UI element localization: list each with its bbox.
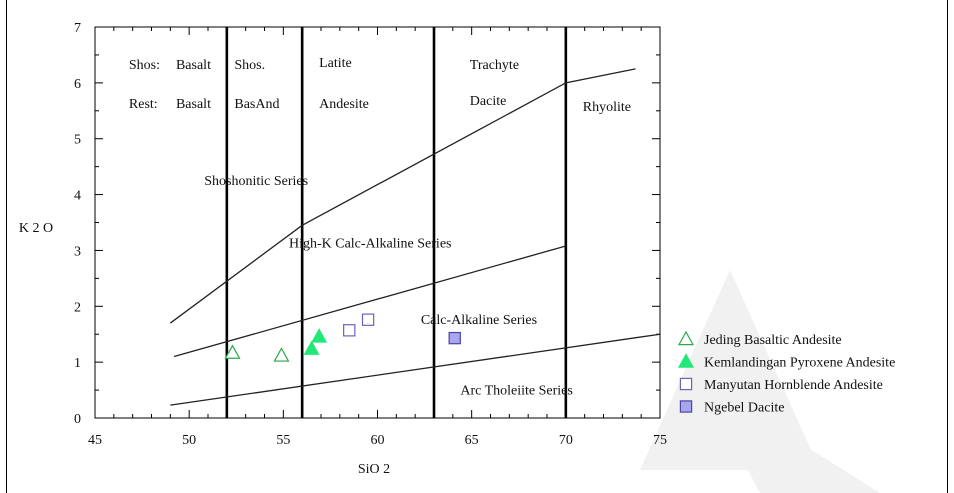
field-label: Basalt xyxy=(176,97,211,112)
data-point xyxy=(224,344,241,359)
data-point xyxy=(303,340,320,355)
x-tick-label: 60 xyxy=(371,433,385,448)
legend-label: Ngebel Dacite xyxy=(704,401,784,416)
data-point xyxy=(311,328,328,343)
field-label: BasAnd xyxy=(234,97,279,112)
data-point xyxy=(273,347,290,362)
field-label: Rest: xyxy=(129,97,158,112)
figure-frame xyxy=(6,0,948,493)
y-axis-label: K 2 O xyxy=(19,221,53,236)
plot-area xyxy=(94,26,661,419)
x-tick-label: 75 xyxy=(653,433,667,448)
y-tick-label: 3 xyxy=(74,244,81,259)
field-label: Shos. xyxy=(234,58,265,73)
lines-layer xyxy=(169,27,661,418)
field-label: Rhyolite xyxy=(583,100,631,115)
field-label: Latite xyxy=(319,56,352,71)
points-layer xyxy=(224,313,461,362)
legend-marker xyxy=(677,330,695,346)
y-tick-label: 5 xyxy=(74,133,81,148)
data-point xyxy=(343,324,356,337)
axis-titles: SiO 2 K 2 O xyxy=(19,221,390,477)
field-label: Shoshonitic Series xyxy=(204,174,308,189)
legend: Jeding Basaltic Andesite Kemlandingan Pyr… xyxy=(677,330,895,416)
high-k-boundary xyxy=(173,245,567,358)
data-point xyxy=(448,331,461,345)
y-tick-label: 7 xyxy=(74,21,81,36)
field-label: Shos: xyxy=(129,58,160,73)
legend-label: Jeding Basaltic Andesite xyxy=(704,333,842,348)
field-label: Trachyte xyxy=(470,58,519,73)
watermark-logo xyxy=(640,270,880,493)
field-label: Calc-Alkaline Series xyxy=(421,313,537,328)
field-label: Basalt xyxy=(176,58,211,73)
legend-label: Kemlandingan Pyroxene Andesite xyxy=(704,356,895,371)
calc-alkaline-boundary xyxy=(170,333,661,406)
y-tick-label: 4 xyxy=(74,189,81,204)
field-label: Arc Tholeiite Series xyxy=(460,384,573,399)
legend-marker xyxy=(679,400,693,413)
shoshonitic-boundary xyxy=(169,68,636,324)
y-tick-label: 2 xyxy=(74,300,81,315)
legend-marker xyxy=(679,377,693,391)
y-tick-label: 1 xyxy=(74,356,81,371)
legend-marker xyxy=(677,353,695,368)
labels-layer: Shos: Basalt Rest: Basalt Shos. BasAnd Latite A… xyxy=(129,56,631,398)
y-tick-label: 0 xyxy=(74,412,81,427)
field-label: Dacite xyxy=(470,94,507,109)
x-tick-label: 70 xyxy=(559,433,573,448)
data-point xyxy=(361,313,375,326)
x-tick-label: 55 xyxy=(276,433,290,448)
x-tick-label: 50 xyxy=(182,433,196,448)
x-tick-label: 45 xyxy=(88,433,102,448)
x-tick-label: 65 xyxy=(465,433,479,448)
y-tick-label: 6 xyxy=(74,77,81,92)
field-label: Andesite xyxy=(319,97,369,112)
legend-label: Manyutan Hornblende Andesite xyxy=(704,378,883,393)
field-label: High-K Calc-Alkaline Series xyxy=(289,237,452,252)
x-axis-label: SiO 2 xyxy=(358,462,390,477)
